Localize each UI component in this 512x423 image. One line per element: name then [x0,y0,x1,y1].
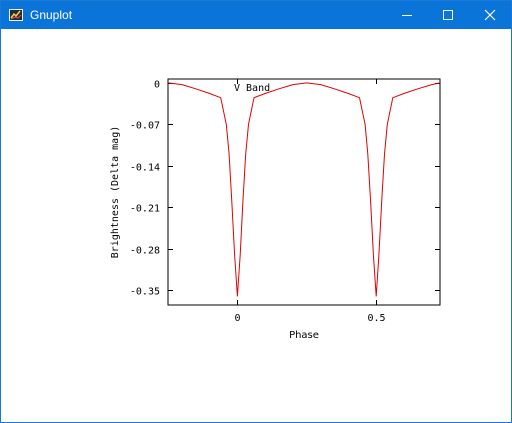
x-axis-label: Phase [289,330,319,341]
x-tick-label: 0.5 [367,313,385,324]
y-tick-label: 0 [154,80,160,91]
maximize-button[interactable] [425,1,469,29]
plot-area: V Band Phase Brightness (Delta mag) 0 -0.… [1,29,511,422]
close-button[interactable] [467,1,511,29]
y-tick-label: -0.21 [130,204,160,215]
window-title: Gnuplot [30,8,73,22]
gnuplot-chart: V Band Phase Brightness (Delta mag) 0 -0.… [110,78,441,341]
y-tick-label: -0.35 [130,287,160,298]
y-tick-label: -0.14 [130,163,160,174]
maximize-icon [443,10,453,20]
axis-ticks: 0 -0.07 -0.14 -0.21 -0.28 -0.35 0 0.5 [130,79,440,324]
chart-title: V Band [234,83,270,94]
y-tick-label: -0.07 [130,121,160,132]
close-icon [484,9,496,21]
light-curve-line [167,82,441,297]
title-bar[interactable]: Gnuplot [1,1,511,29]
plot-frame [167,78,441,306]
y-tick-label: -0.28 [130,246,160,257]
y-axis-label: Brightness (Delta mag) [110,126,121,258]
x-tick-label: 0 [234,313,240,324]
gnuplot-app-icon [9,8,23,22]
minimize-icon [402,15,412,16]
minimize-button[interactable] [385,1,429,29]
data-series [167,82,441,297]
